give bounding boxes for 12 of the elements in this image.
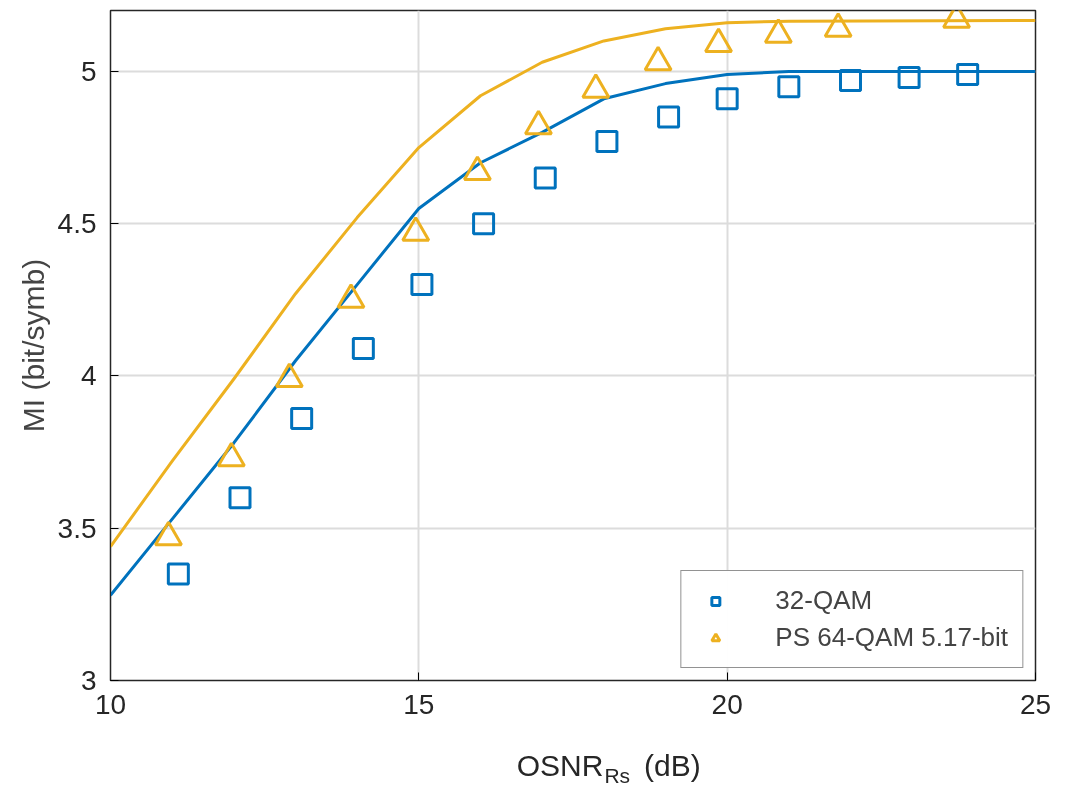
y-tick-label: 3.5 [57, 512, 97, 544]
y-tick-label: 5 [80, 55, 97, 87]
x-tick-label: 20 [711, 688, 743, 720]
y-tick-label: 3 [80, 665, 97, 696]
x-tick-label: 10 [94, 688, 127, 720]
y-axis-title: MI (bit/symb) [16, 258, 50, 433]
y-tick-label: 4.5 [57, 208, 97, 240]
legend-label: 32-QAM [775, 585, 873, 616]
legend-label: PS 64-QAM 5.17-bit [775, 622, 1008, 653]
x-tick-label: 15 [403, 688, 435, 720]
y-tick-label: 4 [80, 360, 97, 392]
x-tick-label: 25 [1019, 688, 1052, 720]
